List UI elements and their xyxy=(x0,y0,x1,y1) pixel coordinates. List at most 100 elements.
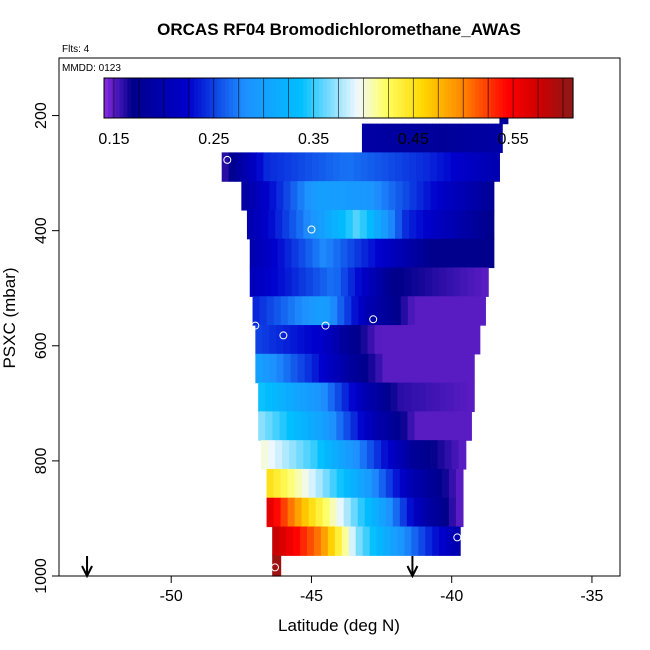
heatmap-cell xyxy=(352,440,361,470)
heatmap-cell xyxy=(284,152,292,182)
heatmap-cell xyxy=(381,152,389,182)
colorbar-segment xyxy=(565,78,570,118)
heatmap-cell xyxy=(270,152,278,182)
colorbar-segment xyxy=(412,78,418,118)
heatmap-cell xyxy=(379,296,388,326)
x-tick-label: -45 xyxy=(300,588,323,605)
heatmap-cell xyxy=(432,123,440,153)
heatmap-cell xyxy=(268,440,276,470)
colorbar-segment xyxy=(502,78,508,118)
heatmap-cell xyxy=(355,526,364,556)
heatmap-cell xyxy=(272,555,282,577)
heatmap-cell xyxy=(375,123,384,153)
heatmap-cell xyxy=(385,468,394,499)
heatmap-cell xyxy=(443,296,451,326)
heatmap-cell xyxy=(486,209,495,240)
colorbar-segment xyxy=(205,78,211,118)
colorbar-segment xyxy=(408,78,414,118)
heatmap-cell xyxy=(406,497,415,528)
colorbar-segment xyxy=(440,78,445,118)
heatmap-cell xyxy=(371,497,380,528)
heatmap-cell xyxy=(423,181,432,211)
heatmap-cell xyxy=(485,152,494,182)
heatmap-cell xyxy=(453,267,461,297)
heatmap-cell xyxy=(339,152,348,182)
heatmap-cell xyxy=(280,497,289,528)
heatmap-cell xyxy=(352,209,361,240)
colorbar-segment xyxy=(189,78,195,118)
heatmap-cell xyxy=(286,382,294,412)
heatmap-cell xyxy=(375,238,383,269)
plot-frame xyxy=(58,57,621,577)
heatmap-cell xyxy=(346,181,355,211)
heatmap-cell xyxy=(395,325,404,355)
colorbar-segment xyxy=(236,78,242,118)
heatmap-cell xyxy=(371,411,380,441)
colorbar-segment xyxy=(104,78,109,118)
colorbar-segment xyxy=(240,78,246,118)
heatmap-cell xyxy=(467,382,475,412)
heatmap-cell xyxy=(316,296,324,326)
heatmap-cell xyxy=(373,209,382,240)
heatmap-cell xyxy=(406,468,415,499)
colorbar-segment xyxy=(350,78,355,118)
heatmap-cell xyxy=(303,440,311,470)
heatmap-cell xyxy=(337,296,345,326)
heatmap-cell xyxy=(439,123,447,153)
heatmap-cell xyxy=(258,411,266,441)
heatmap-cell xyxy=(374,325,383,355)
heatmap-cell xyxy=(451,181,460,211)
heatmap-cell xyxy=(272,526,280,556)
colorbar-tick-label: 0.25 xyxy=(198,131,229,148)
heatmap-cell xyxy=(416,181,425,211)
heatmap-cell xyxy=(388,325,397,355)
heatmap-cell xyxy=(427,497,436,528)
x-tick-label: -50 xyxy=(160,588,183,605)
heatmap-cell xyxy=(360,152,369,182)
colorbar-segment xyxy=(275,78,281,118)
heatmap-cell xyxy=(430,325,439,355)
heatmap-cell xyxy=(323,296,331,326)
heatmap-cell xyxy=(451,440,460,470)
colorbar-segment xyxy=(483,78,488,118)
heatmap-cell xyxy=(343,411,352,441)
heatmap-cell xyxy=(322,497,331,528)
heatmap-cell xyxy=(397,382,406,412)
heatmap-cell xyxy=(272,382,280,412)
heatmap-cell xyxy=(381,181,390,211)
heatmap-cell xyxy=(320,526,329,556)
heatmap-cell xyxy=(324,209,333,240)
heatmap-cell xyxy=(488,123,496,153)
heatmap-cell xyxy=(451,209,460,240)
heatmap-cell xyxy=(404,123,412,153)
heatmap-cell xyxy=(364,468,373,499)
colorbar-segment xyxy=(209,78,215,118)
heatmap-cell xyxy=(306,526,315,556)
heatmap-cell xyxy=(424,238,432,269)
heatmap-cell xyxy=(277,152,285,182)
heatmap-cell xyxy=(385,497,394,528)
heatmap-cell xyxy=(472,209,481,240)
heatmap-cell xyxy=(383,526,392,556)
heatmap-cell xyxy=(346,325,355,355)
heatmap-cell xyxy=(417,238,425,269)
heatmap-cell xyxy=(460,382,468,412)
heatmap-cell xyxy=(375,353,383,384)
heatmap-cell xyxy=(289,440,297,470)
heatmap-cell xyxy=(396,353,405,384)
heatmap-cell xyxy=(366,440,375,470)
heatmap-cell xyxy=(357,468,366,499)
colorbar: 0.15 0.25 0.35 0.45 0.55 xyxy=(98,77,574,148)
heatmap-cell xyxy=(450,296,458,326)
heatmap-cell xyxy=(343,468,352,499)
x-tick-label: -35 xyxy=(580,588,603,605)
heatmap-cell xyxy=(308,296,317,326)
colorbar-segment xyxy=(178,78,183,118)
heatmap-cell xyxy=(294,296,303,326)
heatmap-cell xyxy=(270,238,279,269)
heatmap-cell xyxy=(313,382,322,412)
heatmap-cell xyxy=(276,181,284,211)
colorbar-segment xyxy=(166,78,172,118)
colorbar-segment xyxy=(455,78,461,118)
colorbar-segment xyxy=(123,78,129,118)
